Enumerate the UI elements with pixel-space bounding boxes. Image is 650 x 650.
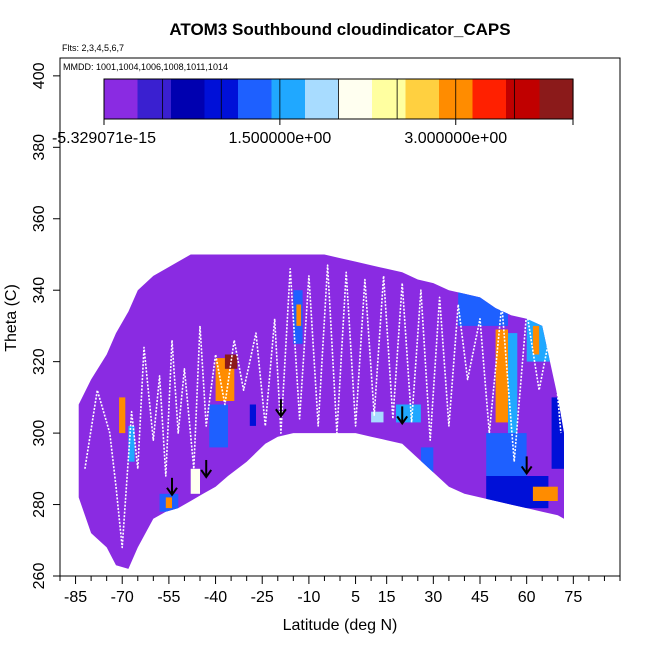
x-tick-label: -70 <box>111 589 134 606</box>
down-arrow-icon <box>396 406 409 426</box>
x-axis-label: Latitude (deg N) <box>283 617 398 634</box>
x-tick-label: 15 <box>378 589 396 606</box>
y-axis: 260 280 300 320 340 360 380 400 <box>31 62 60 589</box>
cloud-patch <box>190 468 200 494</box>
cloud-patch <box>495 329 508 423</box>
colorbar-segment <box>104 79 139 119</box>
dates-subtitle: MMDD: 1001,1004,1006,1008,1011,1014 <box>63 62 228 72</box>
y-tick-label: 300 <box>31 420 48 447</box>
y-tick-label: 400 <box>31 62 48 89</box>
cloud-patch <box>165 497 172 509</box>
data-layer <box>78 254 564 569</box>
down-arrow-icon <box>166 477 178 497</box>
cloud-patch <box>296 304 302 326</box>
y-axis-label: Theta (C) <box>3 284 20 352</box>
colorbar-tick-label: 3.000000e+00 <box>404 130 507 147</box>
colorbar-segment <box>472 79 507 119</box>
cloud-patch <box>508 333 518 434</box>
colorbar-segment <box>372 79 407 119</box>
cloud-patch <box>209 404 228 448</box>
down-arrow-icon <box>200 459 213 479</box>
colorbar-segment <box>137 79 172 119</box>
flight-track <box>84 264 562 549</box>
y-tick-label: 360 <box>31 205 48 232</box>
x-tick-label: 5 <box>351 589 360 606</box>
x-tick-label: -55 <box>157 589 180 606</box>
y-tick-label: 320 <box>31 348 48 375</box>
x-tick-label: -40 <box>204 589 227 606</box>
colorbar-segment <box>539 79 574 119</box>
chart-title: ATOM3 Southbound cloudindicator_CAPS <box>169 20 510 39</box>
x-tick-label: 75 <box>564 589 582 606</box>
flights-subtitle: Flts: 2,3,4,5,6,7 <box>62 43 124 53</box>
cloud-patch <box>224 354 238 369</box>
cloud-patch <box>128 426 135 462</box>
cloud-patch <box>526 315 552 362</box>
cloud-patch <box>215 358 235 401</box>
colorbar: -5.329071e-15 1.500000e+00 3.000000e+00 <box>52 78 574 147</box>
x-tick-label: 60 <box>518 589 536 606</box>
colorbar-frame <box>103 78 574 120</box>
cloud-patch <box>119 397 126 434</box>
colorbar-segment <box>405 79 440 119</box>
x-tick-label: -25 <box>251 589 274 606</box>
x-tick-label: -85 <box>64 589 87 606</box>
arrow-layer <box>166 399 533 497</box>
colorbar-segment <box>238 79 273 119</box>
x-tick-label: 30 <box>424 589 442 606</box>
down-arrow-icon <box>275 399 287 418</box>
x-tick-label: -10 <box>297 589 320 606</box>
colorbar-segment <box>271 79 306 119</box>
cloud-patch <box>486 433 527 476</box>
y-tick-label: 340 <box>31 277 48 304</box>
colorbar-segment <box>171 79 206 119</box>
x-axis: -85 -70 -55 -40 -25 -10 5 15 30 45 60 75 <box>59 576 621 606</box>
down-arrow-icon <box>520 456 533 476</box>
y-tick-label: 280 <box>31 491 48 518</box>
colorbar-tick-label: -5.329071e-15 <box>52 130 156 147</box>
cloud-patch <box>532 325 540 355</box>
cloud-patch <box>371 411 384 423</box>
colorbar-segment <box>338 79 373 119</box>
x-tick-label: 45 <box>471 589 489 606</box>
y-tick-label: 260 <box>31 563 48 590</box>
cloud-patch <box>532 486 558 501</box>
cloud-patch <box>420 447 434 476</box>
colorbar-segment <box>305 79 340 119</box>
cloud-patch <box>551 397 564 469</box>
y-tick-label: 380 <box>31 134 48 161</box>
colorbar-segment <box>506 79 541 119</box>
colorbar-tick-label: 1.500000e+00 <box>228 130 331 147</box>
cloud-patch <box>249 404 256 426</box>
